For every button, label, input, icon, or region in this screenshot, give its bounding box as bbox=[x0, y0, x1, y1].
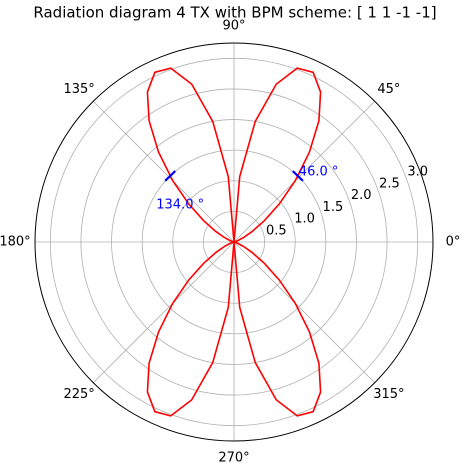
theta-tick-label: 45° bbox=[377, 82, 400, 97]
grid-ring bbox=[172, 180, 296, 304]
theta-tick-label: 90° bbox=[222, 19, 245, 34]
r-tick-label: 2.0 bbox=[351, 188, 372, 203]
grid-line bbox=[233, 101, 375, 243]
r-tick-label: 2.5 bbox=[379, 176, 400, 191]
r-tick-label: 1.0 bbox=[294, 212, 315, 227]
grid-ring bbox=[141, 149, 327, 335]
grid-ring bbox=[111, 119, 357, 365]
plot-frame bbox=[34, 42, 434, 442]
theta-tick-label: 180° bbox=[0, 235, 31, 250]
beam-label: 46.0 ° bbox=[299, 164, 339, 179]
theta-tick-label: 135° bbox=[63, 82, 94, 97]
beam-marker bbox=[292, 170, 304, 182]
r-tick-label: 0.5 bbox=[266, 223, 287, 238]
beam-label: 134.0 ° bbox=[156, 197, 204, 212]
chart-title: Radiation diagram 4 TX with BPM scheme: … bbox=[33, 4, 436, 22]
r-tick-label: 3.0 bbox=[407, 165, 428, 180]
theta-tick-label: 315° bbox=[373, 387, 404, 402]
radiation-line bbox=[146, 67, 322, 417]
grid-line bbox=[233, 241, 375, 383]
grid-line bbox=[93, 101, 235, 243]
grid-ring bbox=[80, 88, 388, 396]
beam-marker bbox=[164, 170, 176, 182]
theta-tick-label: 225° bbox=[63, 387, 94, 402]
theta-tick-label: 270° bbox=[218, 451, 249, 464]
theta-tick-label: 0° bbox=[446, 235, 461, 250]
grid-line bbox=[93, 241, 235, 383]
grid-ring bbox=[202, 210, 266, 274]
r-tick-label: 1.5 bbox=[323, 200, 344, 215]
grid-ring bbox=[49, 57, 419, 427]
